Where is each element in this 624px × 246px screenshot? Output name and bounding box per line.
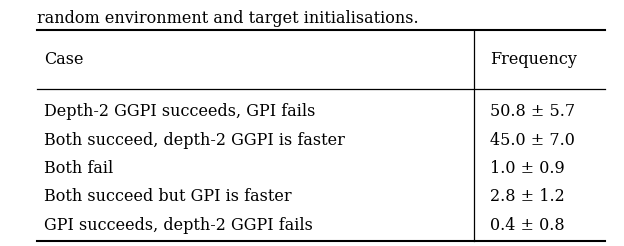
Text: 1.0 ± 0.9: 1.0 ± 0.9 [490,160,565,177]
Text: GPI succeeds, depth-2 GGPI fails: GPI succeeds, depth-2 GGPI fails [44,216,313,234]
Text: 0.4 ± 0.8: 0.4 ± 0.8 [490,216,565,234]
Text: Both succeed but GPI is faster: Both succeed but GPI is faster [44,188,291,205]
Text: Depth-2 GGPI succeeds, GPI fails: Depth-2 GGPI succeeds, GPI fails [44,103,315,121]
Text: 50.8 ± 5.7: 50.8 ± 5.7 [490,103,575,121]
Text: Both succeed, depth-2 GGPI is faster: Both succeed, depth-2 GGPI is faster [44,132,344,149]
Text: Both fail: Both fail [44,160,113,177]
Text: random environment and target initialisations.: random environment and target initialisa… [37,10,419,27]
Text: 45.0 ± 7.0: 45.0 ± 7.0 [490,132,575,149]
Text: Case: Case [44,50,83,68]
Text: 2.8 ± 1.2: 2.8 ± 1.2 [490,188,565,205]
Text: Frequency: Frequency [490,50,577,68]
